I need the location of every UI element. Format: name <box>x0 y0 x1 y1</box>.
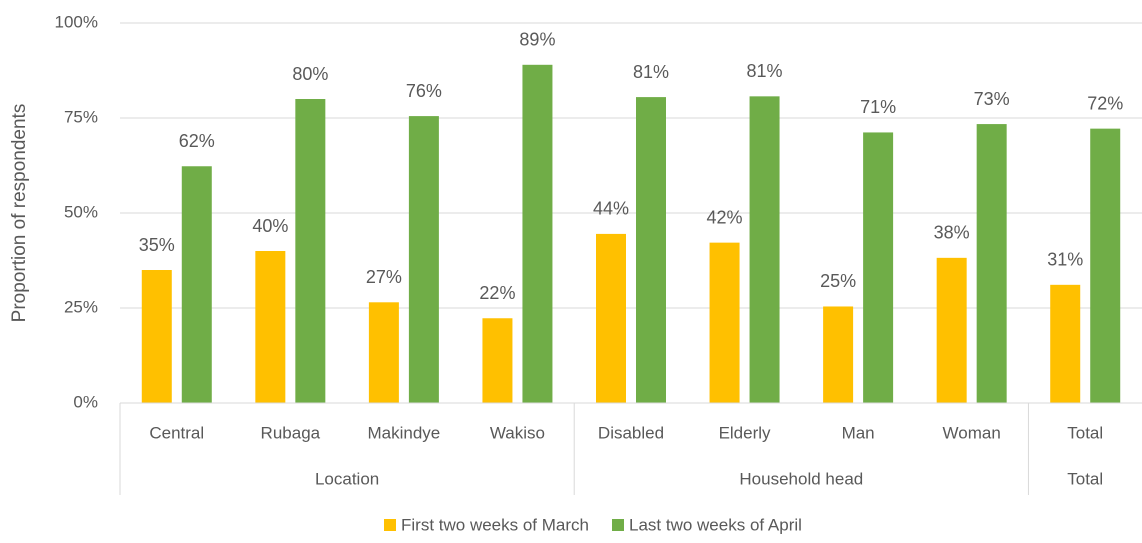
data-label: 62% <box>179 131 215 151</box>
x-tick-label: Makindye <box>368 423 441 442</box>
legend-label: First two weeks of March <box>401 515 589 534</box>
x-tick-label: Disabled <box>598 423 664 442</box>
data-label: 89% <box>519 30 555 50</box>
bar <box>596 233 626 403</box>
bar <box>522 64 553 404</box>
bar <box>636 97 666 403</box>
data-label: 42% <box>707 207 743 227</box>
legend-swatch <box>384 519 396 531</box>
y-tick-label: 0% <box>73 392 98 411</box>
data-label: 72% <box>1087 93 1123 113</box>
data-label: 81% <box>633 62 669 82</box>
x-tick-label: Wakiso <box>490 423 545 442</box>
bar <box>749 96 780 403</box>
x-tick-label: Man <box>842 423 875 442</box>
data-label: 40% <box>252 216 288 236</box>
data-label: 73% <box>974 89 1010 109</box>
data-label: 22% <box>479 283 515 303</box>
x-tick-label: Woman <box>943 423 1001 442</box>
bar <box>295 99 326 403</box>
data-label: 31% <box>1047 250 1083 270</box>
data-label: 80% <box>292 64 328 84</box>
y-tick-label: 50% <box>64 202 98 221</box>
data-label: 71% <box>860 97 896 117</box>
bar <box>1090 128 1121 403</box>
bar <box>255 251 286 403</box>
y-tick-label: 25% <box>64 297 98 316</box>
bar <box>368 302 399 403</box>
bar <box>936 257 967 403</box>
data-label: 44% <box>593 199 629 219</box>
x-tick-label: Elderly <box>719 423 771 442</box>
data-label: 25% <box>820 271 856 291</box>
bar <box>863 132 894 403</box>
bar <box>823 306 854 403</box>
data-label: 38% <box>934 223 970 243</box>
bar <box>482 318 513 403</box>
y-tick-label: 75% <box>64 107 98 126</box>
y-axis-label: Proportion of respondents <box>9 104 30 323</box>
legend-label: Last two weeks of April <box>629 515 802 534</box>
group-label: Total <box>1067 469 1103 488</box>
x-tick-label: Total <box>1067 423 1103 442</box>
group-label: Location <box>315 469 379 488</box>
x-tick-label: Rubaga <box>261 423 321 442</box>
data-label: 76% <box>406 81 442 101</box>
data-label: 81% <box>747 61 783 81</box>
legend-swatch <box>612 519 624 531</box>
y-tick-label: 100% <box>55 12 98 31</box>
data-label: 27% <box>366 267 402 287</box>
bar <box>141 270 172 403</box>
bar <box>1050 284 1081 403</box>
group-label: Household head <box>739 469 863 488</box>
data-label: 35% <box>139 235 175 255</box>
bar <box>976 124 1007 403</box>
bar <box>181 166 212 403</box>
x-tick-label: Central <box>149 423 204 442</box>
bar <box>408 116 439 403</box>
bar <box>709 242 740 403</box>
